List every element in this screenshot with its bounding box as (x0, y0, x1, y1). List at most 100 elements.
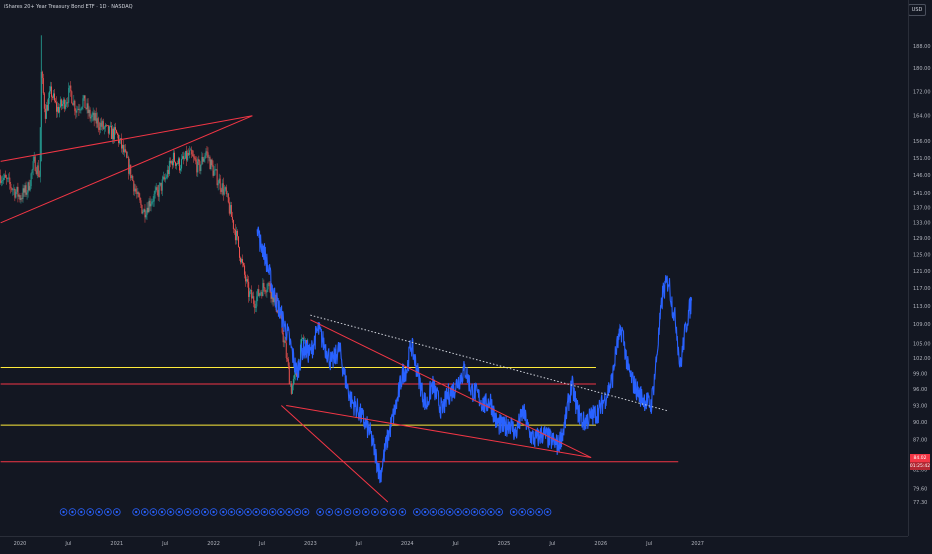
candle-body (267, 283, 269, 290)
candle-25 (24, 182, 26, 197)
candle-body (97, 118, 99, 128)
marker-dot (346, 510, 349, 514)
candle-body (123, 145, 125, 153)
candle-body (205, 151, 207, 156)
candle-body (75, 111, 77, 113)
candle-body (52, 93, 54, 98)
candle-body (202, 156, 204, 162)
candle-183 (185, 150, 187, 160)
candle-body (189, 150, 191, 155)
candle-body (196, 161, 198, 173)
candle-172 (173, 150, 175, 163)
marker-dot (318, 510, 322, 514)
candle-284 (287, 356, 289, 370)
candle-body (27, 182, 29, 193)
candle-body (67, 101, 69, 103)
candle-body (72, 103, 74, 106)
candle-255 (258, 284, 260, 297)
candle-249 (252, 292, 254, 299)
event-marker-9 (140, 508, 149, 516)
trendline-4 (286, 405, 592, 459)
candle-204 (206, 145, 208, 159)
candle-1 (0, 169, 2, 185)
y-tick-label: 133.00 (913, 221, 931, 227)
candle-125 (126, 150, 128, 159)
marker-dot (520, 510, 524, 514)
event-marker-34 (361, 508, 370, 516)
currency-button[interactable]: USD (908, 4, 926, 16)
candle-243 (246, 276, 248, 284)
event-marker-30 (325, 508, 334, 516)
candle-body (65, 104, 67, 109)
candle-9 (8, 173, 10, 183)
candle-body (173, 152, 175, 162)
candle-body (243, 263, 245, 266)
event-marker-15 (192, 508, 201, 516)
event-marker-42 (437, 508, 446, 516)
candle-169 (170, 160, 172, 165)
candle-140 (141, 204, 143, 214)
candle-body (151, 201, 153, 204)
candle-190 (192, 150, 194, 157)
candle-234 (236, 229, 238, 241)
candle-body (282, 332, 284, 343)
candle-30 (29, 180, 31, 192)
candle-86 (86, 98, 88, 114)
candle-body (122, 145, 124, 149)
candle-body (295, 372, 297, 377)
symbol-title[interactable]: iShares 20+ Year Treasury Bond ETF · 1D … (4, 4, 133, 10)
y-tick-label: 79.60 (913, 487, 927, 493)
candle-body (135, 188, 137, 192)
candle-97 (97, 116, 99, 133)
marker-dot (473, 510, 476, 514)
candle-body (245, 274, 247, 282)
candle-79 (79, 104, 81, 114)
candle-body (39, 127, 41, 177)
candle-194 (196, 156, 198, 177)
candle-251 (254, 300, 256, 314)
candle-28 (27, 181, 29, 198)
candle-body (292, 378, 294, 386)
candle-21 (20, 195, 22, 204)
y-tick-label: 90.00 (913, 420, 927, 426)
candle-body (103, 127, 105, 129)
candle-89 (89, 107, 91, 122)
event-marker-36 (380, 508, 388, 516)
candle-body (114, 127, 116, 131)
candle-body (76, 109, 78, 113)
candle-233 (235, 226, 237, 245)
y-tick-label: 77.30 (913, 500, 927, 506)
candle-body (242, 259, 244, 264)
candle-body (6, 177, 8, 180)
candle-body (275, 294, 277, 310)
candle-body (128, 157, 130, 174)
y-tick-label: 113.00 (913, 304, 931, 310)
candle-124 (125, 144, 127, 153)
marker-dot (287, 510, 291, 514)
candle-13 (12, 187, 14, 196)
marker-dot (304, 510, 307, 514)
event-marker-43 (445, 508, 454, 516)
candle-58 (58, 102, 60, 114)
candle-47 (46, 99, 48, 112)
candle-121 (122, 144, 124, 155)
event-marker-46 (470, 508, 479, 516)
y-tick-label: 82.00 (913, 468, 927, 474)
marker-dot (203, 510, 207, 514)
candle-body (191, 149, 193, 155)
candle-body (139, 197, 141, 201)
candle-104 (104, 122, 106, 132)
candle-247 (250, 288, 252, 295)
candle-48 (47, 92, 49, 111)
marker-dot (512, 510, 515, 514)
candle-240 (243, 262, 245, 268)
event-marker-19 (227, 508, 236, 516)
marker-dot (401, 510, 404, 514)
candle-body (219, 178, 221, 190)
candle-186 (188, 148, 190, 156)
candle-210 (212, 160, 214, 178)
candle-body (105, 124, 107, 126)
candle-88 (88, 105, 90, 117)
